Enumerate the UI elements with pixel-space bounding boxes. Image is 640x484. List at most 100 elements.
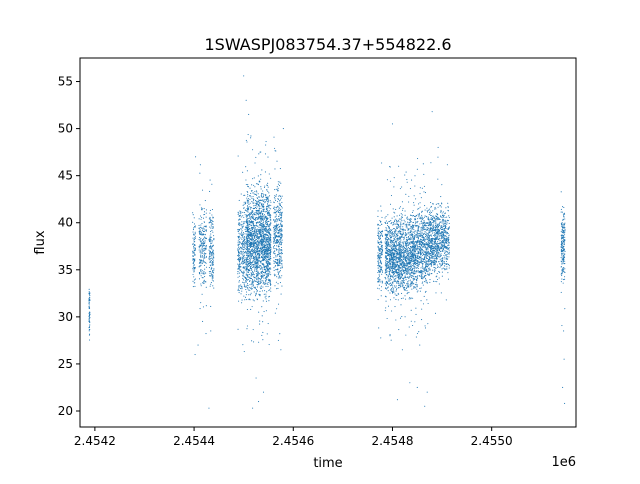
data-point <box>263 218 265 220</box>
data-point <box>213 238 215 240</box>
data-point <box>252 284 254 286</box>
data-point <box>387 290 389 292</box>
data-point <box>192 246 195 248</box>
data-point <box>259 273 261 275</box>
data-point <box>276 186 278 188</box>
data-point <box>247 251 249 253</box>
data-point <box>279 214 281 216</box>
data-point <box>211 226 213 228</box>
data-point <box>279 250 281 252</box>
data-point <box>403 237 405 239</box>
data-point <box>401 244 403 246</box>
data-point <box>409 227 411 229</box>
data-point <box>248 231 250 233</box>
data-point <box>401 292 403 295</box>
data-point <box>273 236 275 239</box>
data-point <box>243 283 245 285</box>
data-point <box>192 266 194 268</box>
data-point <box>408 256 410 258</box>
data-point <box>268 343 270 346</box>
data-point <box>278 236 280 238</box>
data-point <box>248 214 250 216</box>
data-point <box>406 271 408 273</box>
data-point <box>379 224 381 227</box>
data-point <box>409 248 411 250</box>
data-point <box>396 281 398 283</box>
data-point <box>251 288 253 290</box>
data-point <box>407 263 409 265</box>
data-point <box>414 254 416 256</box>
data-point <box>397 233 399 235</box>
data-point <box>389 334 391 336</box>
data-point <box>395 275 397 277</box>
data-point <box>381 246 383 248</box>
data-point <box>379 241 381 243</box>
data-point <box>406 239 408 241</box>
data-point <box>409 262 411 264</box>
data-point <box>410 284 412 287</box>
data-point <box>256 277 258 279</box>
data-point <box>388 232 390 234</box>
data-point <box>267 270 269 272</box>
data-point <box>250 250 252 252</box>
data-point <box>395 264 397 266</box>
data-point <box>203 256 205 258</box>
data-point <box>263 246 265 248</box>
data-point <box>238 290 240 292</box>
data-point <box>198 239 200 241</box>
data-points <box>88 75 566 409</box>
data-point <box>267 278 269 280</box>
data-point <box>254 280 256 282</box>
data-point <box>395 289 398 291</box>
data-point <box>264 271 266 273</box>
data-point <box>391 250 393 252</box>
data-point <box>402 207 404 210</box>
data-point <box>407 252 409 254</box>
data-point <box>390 235 392 237</box>
data-point <box>249 238 252 240</box>
data-point <box>414 232 416 234</box>
data-point <box>267 257 269 259</box>
data-point <box>211 248 213 250</box>
data-point <box>201 234 203 236</box>
data-point <box>269 258 271 260</box>
data-point <box>258 209 260 211</box>
data-point <box>406 252 408 254</box>
data-point <box>249 217 251 219</box>
data-point <box>248 203 250 205</box>
data-point <box>237 248 239 250</box>
data-point <box>267 323 269 325</box>
data-point <box>415 280 418 282</box>
data-point <box>390 219 392 222</box>
data-point <box>381 280 383 282</box>
data-point <box>266 237 268 239</box>
data-point <box>193 276 195 278</box>
data-point <box>257 270 259 272</box>
data-point <box>256 209 258 212</box>
data-point <box>392 247 394 249</box>
data-point <box>201 252 203 255</box>
data-point <box>246 246 249 248</box>
data-point <box>238 252 240 254</box>
data-point <box>246 268 248 270</box>
data-point <box>392 283 394 285</box>
data-point <box>257 273 259 275</box>
data-point <box>265 209 267 211</box>
data-point <box>385 280 387 282</box>
data-point <box>267 156 269 158</box>
data-point <box>415 263 417 266</box>
data-point <box>386 270 388 272</box>
data-point <box>256 275 258 277</box>
data-point <box>266 262 268 264</box>
data-point <box>412 239 414 241</box>
data-point <box>249 287 251 289</box>
data-point <box>379 252 381 255</box>
data-point <box>201 246 203 248</box>
data-point <box>409 276 411 278</box>
data-point <box>415 234 417 236</box>
data-point <box>246 242 248 244</box>
data-point <box>393 290 395 292</box>
data-point <box>416 253 418 255</box>
data-point <box>256 213 258 215</box>
data-point <box>377 254 379 256</box>
